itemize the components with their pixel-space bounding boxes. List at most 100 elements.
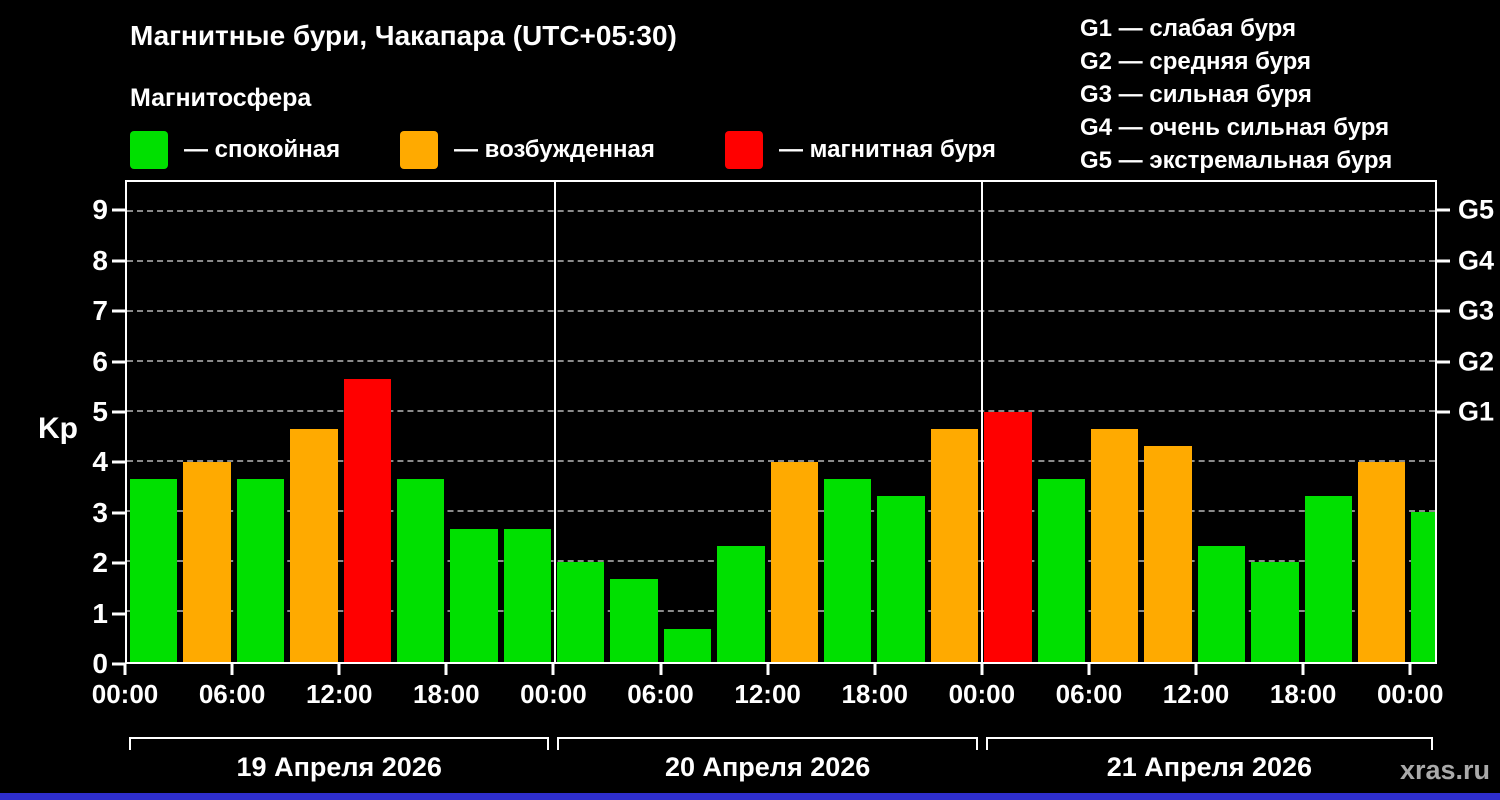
y-tick-label: 1 [92,597,108,629]
bottom-strip [0,793,1500,800]
kp-bar [770,462,819,662]
legend-label-quiet: — спокойная [184,136,341,163]
plot-area [125,180,1437,664]
x-tick-label: 18:00 [841,679,908,709]
x-tick-label: 00:00 [91,679,159,709]
gridline [127,310,1435,312]
g-tick [1437,360,1450,363]
g-tick-label: G4 [1458,245,1495,276]
kp-bar [183,462,231,662]
x-axis-ticks [123,664,1437,675]
kp-bar [557,562,605,662]
y-tick [112,460,125,464]
x-tick [659,664,662,675]
x-tick-label: 06:00 [627,679,694,709]
legend-item-quiet: — спокойная [130,130,340,170]
kp-bar [396,478,445,662]
x-tick [1087,664,1091,675]
kp-bar [1197,545,1246,662]
y-tick [112,612,125,616]
g-legend-line-4: G4 — очень сильная буря [1080,114,1390,141]
x-tick [980,664,984,675]
day-label: 21 Апреля 2026 [1106,752,1313,782]
x-tick-label: 18:00 [413,679,480,709]
y-tick-label: 2 [92,547,108,579]
x-tick [873,664,877,675]
y-tick [112,561,125,565]
x-tick-label: 18:00 [1269,679,1337,709]
x-tick-label: 06:00 [1055,679,1123,709]
y-tick [112,309,125,313]
y-axis-ticks [112,180,125,666]
g-tick [1437,208,1450,212]
g-tick-label: G3 [1458,295,1495,326]
g-tick-label: G5 [1458,194,1495,225]
y-tick [112,259,125,263]
y-tick-label: 5 [92,395,108,427]
y-tick [112,410,125,414]
g-legend-line-5: G5 — экстремальная буря [1080,147,1393,174]
legend-label-excited: — возбужденная [454,136,655,163]
g-legend-line-2: G2 — средняя буря [1080,48,1311,75]
x-tick [1194,664,1198,675]
kp-bar [1251,562,1299,662]
gridline [127,360,1435,362]
x-tick [444,664,448,675]
x-tick-label: 00:00 [1376,679,1444,709]
g-tick [1437,410,1450,414]
x-tick [230,664,234,675]
day-bracket-tick [985,737,988,750]
day-bracket-tick [129,737,131,750]
gridline [127,410,1435,412]
kp-bar [1411,512,1435,662]
y-tick-label: 8 [92,244,108,276]
y-tick [112,360,125,363]
day-bracket [129,737,550,739]
x-tick-label: 12:00 [1162,679,1230,709]
day-bracket-tick [557,737,560,750]
day-divider [554,182,557,662]
g-legend-line-3: G3 — сильная буря [1080,81,1312,108]
x-tick-label: 00:00 [520,679,587,709]
excited-color-swatch [400,131,438,169]
kp-bar [130,478,178,662]
day-bracket [557,737,978,739]
g-tick-label: G2 [1458,346,1495,376]
page-title: Магнитные бури, Чакапара (UTC+05:30) [130,20,677,51]
day-bracket-tick [547,737,550,750]
kp-bar [1144,445,1192,662]
x-tick [1301,664,1305,675]
magnetosphere-subtitle: Магнитосфера [130,84,312,112]
x-axis-labels: 00:00 06:00 12:00 18:00 00:00 06:00 12:00 18:00… [92,679,1444,713]
g-tick-label: G1 [1458,396,1495,427]
y-tick-label: 7 [92,295,108,327]
gridline [127,260,1435,262]
kp-bar [236,478,285,662]
kp-bar [450,528,498,662]
quiet-color-swatch [130,131,168,169]
kp-bar [1090,428,1139,662]
kp-bar [1357,462,1406,662]
kp-bar [1304,495,1352,662]
legend-item-storm: — магнитная буря [725,130,996,170]
watermark: xras.ru [1399,755,1490,785]
y-tick-label: 9 [92,194,108,226]
x-tick-label: 12:00 [734,679,801,709]
storm-color-swatch [725,131,763,169]
day-divider [981,182,984,662]
g-scale-legend: G1 — слабая буря G2 — средняя буря G3 — … [1080,12,1392,177]
x-tick [1408,664,1412,675]
x-tick-label: 00:00 [948,679,1016,709]
kp-bar [503,528,552,662]
g-tick [1437,309,1450,313]
y-tick [112,208,125,212]
kp-bar [610,578,658,662]
kp-bar [1037,478,1085,662]
day-bracket-tick [1431,737,1433,750]
y-axis-labels: 0 1 2 3 4 5 6 7 8 9 [28,180,108,679]
kp-bar [717,545,765,662]
g-tick [1437,259,1450,263]
x-tick-label: 12:00 [305,679,373,709]
x-tick [551,664,555,675]
